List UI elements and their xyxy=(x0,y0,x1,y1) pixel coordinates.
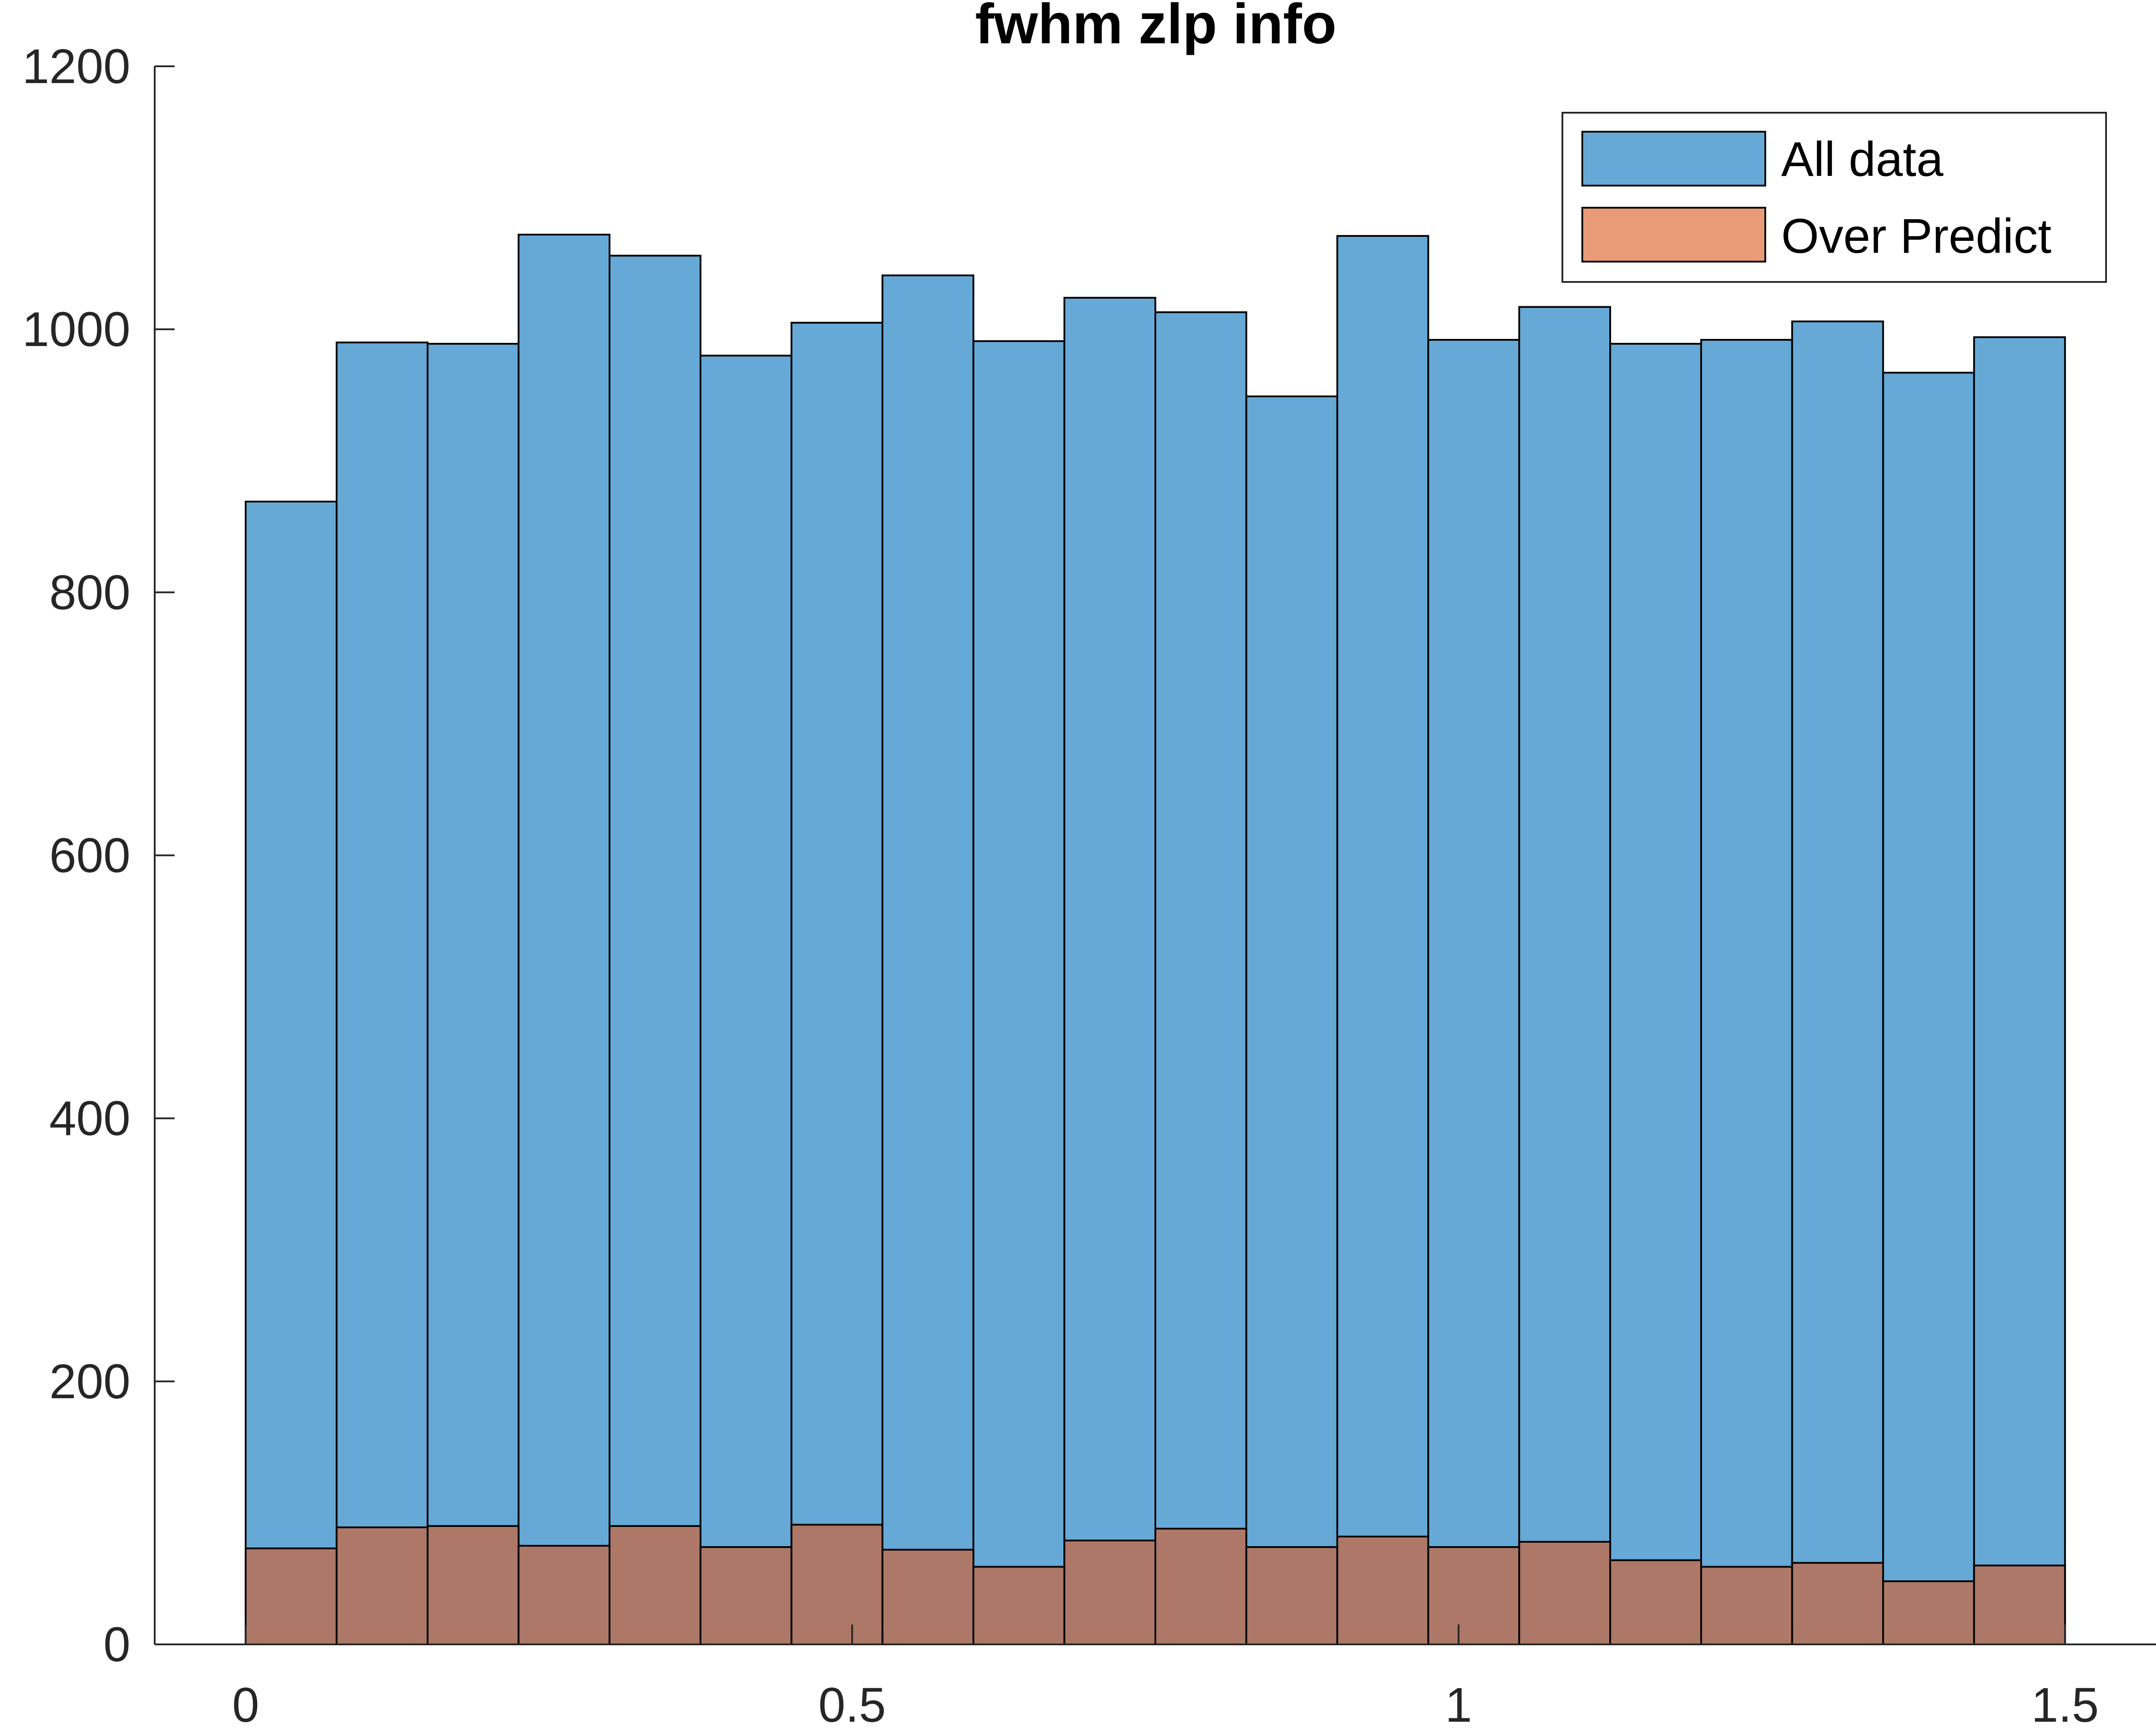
bar-over-predict-20 xyxy=(1973,1564,2066,1645)
bar-all-data-9 xyxy=(972,340,1066,1645)
bar-over-predict-14 xyxy=(1427,1546,1520,1645)
bar-all-data-5 xyxy=(609,255,701,1645)
bar-all-data-11 xyxy=(1154,311,1247,1646)
bar-over-predict-3 xyxy=(427,1525,520,1646)
bar-all-data-4 xyxy=(518,233,611,1645)
x-axis-ticks: 0 0.5 1 1.5 xyxy=(232,1624,2099,1731)
bar-over-predict-17 xyxy=(1700,1566,1793,1645)
bar-all-data-13 xyxy=(1336,235,1429,1645)
bar-all-data-10 xyxy=(1063,297,1157,1646)
bar-over-predict-6 xyxy=(699,1546,792,1645)
y-tick-label: 200 xyxy=(49,1354,130,1409)
bar-all-data-16 xyxy=(1609,342,1702,1645)
bar-over-predict-18 xyxy=(1791,1562,1884,1645)
bar-all-data-15 xyxy=(1518,306,1611,1646)
legend-swatch-over-predict xyxy=(1581,207,1766,263)
chart-title: fwhm zlp info xyxy=(975,0,1337,56)
bar-over-predict-4 xyxy=(518,1545,611,1645)
x-tick-label: 0 xyxy=(232,1678,259,1731)
bar-over-predict-15 xyxy=(1518,1541,1611,1646)
bar-over-predict-16 xyxy=(1609,1559,1702,1645)
bar-all-data-2 xyxy=(335,341,429,1645)
bar-all-data-7 xyxy=(790,322,884,1645)
series-over-predict-bars xyxy=(244,1524,2066,1646)
bar-all-data-17 xyxy=(1700,339,1793,1645)
legend-label-over-predict: Over Predict xyxy=(1781,209,2051,263)
y-tick-label: 400 xyxy=(49,1092,130,1146)
bar-over-predict-9 xyxy=(972,1566,1066,1645)
bar-over-predict-1 xyxy=(244,1547,338,1645)
bar-over-predict-5 xyxy=(609,1525,701,1646)
bar-all-data-6 xyxy=(699,354,792,1645)
series-all-data-bars xyxy=(244,233,2066,1646)
bar-all-data-8 xyxy=(881,274,975,1645)
bar-over-predict-13 xyxy=(1336,1535,1429,1646)
bar-over-predict-7 xyxy=(790,1524,884,1646)
y-tick-label: 600 xyxy=(49,829,130,883)
bar-all-data-19 xyxy=(1882,372,1975,1645)
bar-all-data-14 xyxy=(1427,339,1520,1645)
y-tick-label: 800 xyxy=(49,565,130,620)
y-tick-label: 0 xyxy=(103,1617,130,1672)
x-tick-label: 0.5 xyxy=(818,1678,886,1731)
bar-over-predict-11 xyxy=(1154,1528,1247,1646)
legend-swatch-all-data xyxy=(1581,131,1766,186)
bar-all-data-12 xyxy=(1245,395,1338,1646)
y-tick-label: 1000 xyxy=(22,302,130,357)
bar-over-predict-10 xyxy=(1063,1539,1157,1646)
x-tick-label: 1.5 xyxy=(2031,1678,2099,1731)
bar-over-predict-19 xyxy=(1882,1580,1975,1645)
bar-all-data-3 xyxy=(427,342,520,1645)
bar-over-predict-12 xyxy=(1245,1546,1338,1645)
y-tick-label: 1200 xyxy=(22,39,130,94)
y-axis-ticks: 0 200 400 600 800 1000 1200 xyxy=(22,39,175,1672)
bar-all-data-20 xyxy=(1973,336,2066,1645)
x-tick-label: 1 xyxy=(1445,1678,1472,1731)
legend: All data Over Predict xyxy=(1562,112,2107,283)
legend-label-all-data: All data xyxy=(1781,132,1944,186)
bar-all-data-1 xyxy=(244,501,338,1646)
bar-all-data-18 xyxy=(1791,320,1884,1645)
bar-over-predict-2 xyxy=(335,1526,429,1646)
bar-over-predict-8 xyxy=(881,1548,975,1645)
